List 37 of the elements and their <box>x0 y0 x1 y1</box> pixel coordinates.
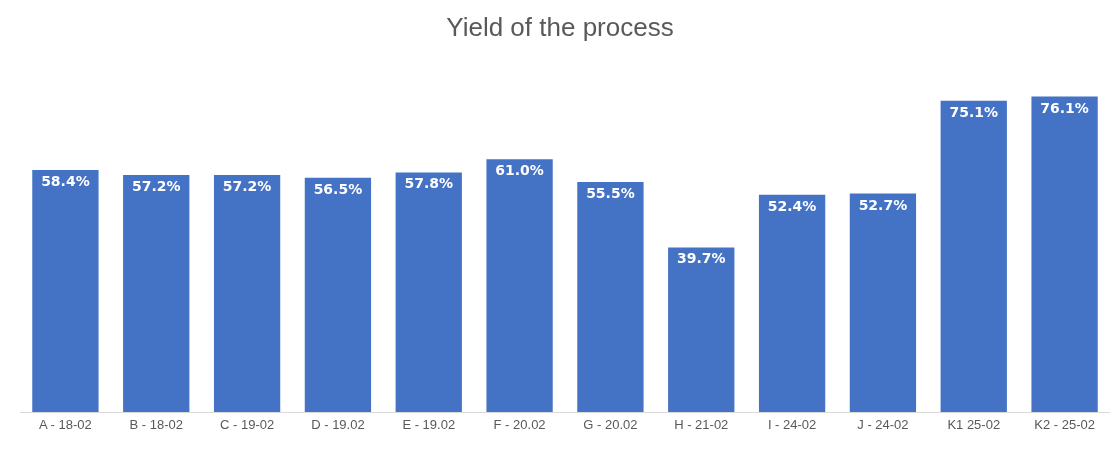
data-label: 57.8% <box>404 175 454 192</box>
bar <box>758 194 826 412</box>
x-tick-label: J - 24-02 <box>857 416 909 432</box>
bar <box>849 193 917 412</box>
data-label: 55.5% <box>586 184 635 201</box>
x-tick-label: K2 - 25-02 <box>1034 416 1095 432</box>
data-label: 61.0% <box>495 162 544 179</box>
data-label: 57.2% <box>222 177 272 194</box>
data-label: 75.1% <box>949 103 999 120</box>
x-tick-label: G - 20.02 <box>583 416 638 432</box>
x-tick-label: E - 19.02 <box>402 416 456 432</box>
data-label: 58.4% <box>41 172 90 189</box>
bar <box>123 174 190 412</box>
bar <box>32 169 99 412</box>
data-label: 56.5% <box>313 180 363 197</box>
bar <box>1031 96 1098 412</box>
x-tick-label: C - 19-02 <box>219 416 275 432</box>
bar <box>668 247 735 412</box>
x-tick-label: B - 18-02 <box>129 416 183 432</box>
x-tick-label: H - 21-02 <box>674 416 729 432</box>
data-label: 76.1% <box>1040 99 1089 116</box>
data-label: 52.7% <box>858 196 908 213</box>
bar <box>395 172 462 412</box>
x-tick-label: K1 25-02 <box>947 416 1001 432</box>
bar <box>940 100 1007 412</box>
data-label: 57.2% <box>131 177 181 194</box>
bar <box>304 177 372 412</box>
bar <box>486 159 553 412</box>
bar <box>213 174 281 412</box>
data-label: 39.7% <box>676 250 726 267</box>
x-tick-label: D - 19.02 <box>311 416 365 432</box>
x-tick-label: A - 18-02 <box>39 416 92 432</box>
x-tick-label: F - 20.02 <box>493 416 546 432</box>
bar <box>577 181 644 412</box>
data-label: 52.4% <box>767 197 817 214</box>
chart-title: Yield of the process <box>446 12 674 43</box>
x-tick-label: I - 24-02 <box>767 416 817 432</box>
